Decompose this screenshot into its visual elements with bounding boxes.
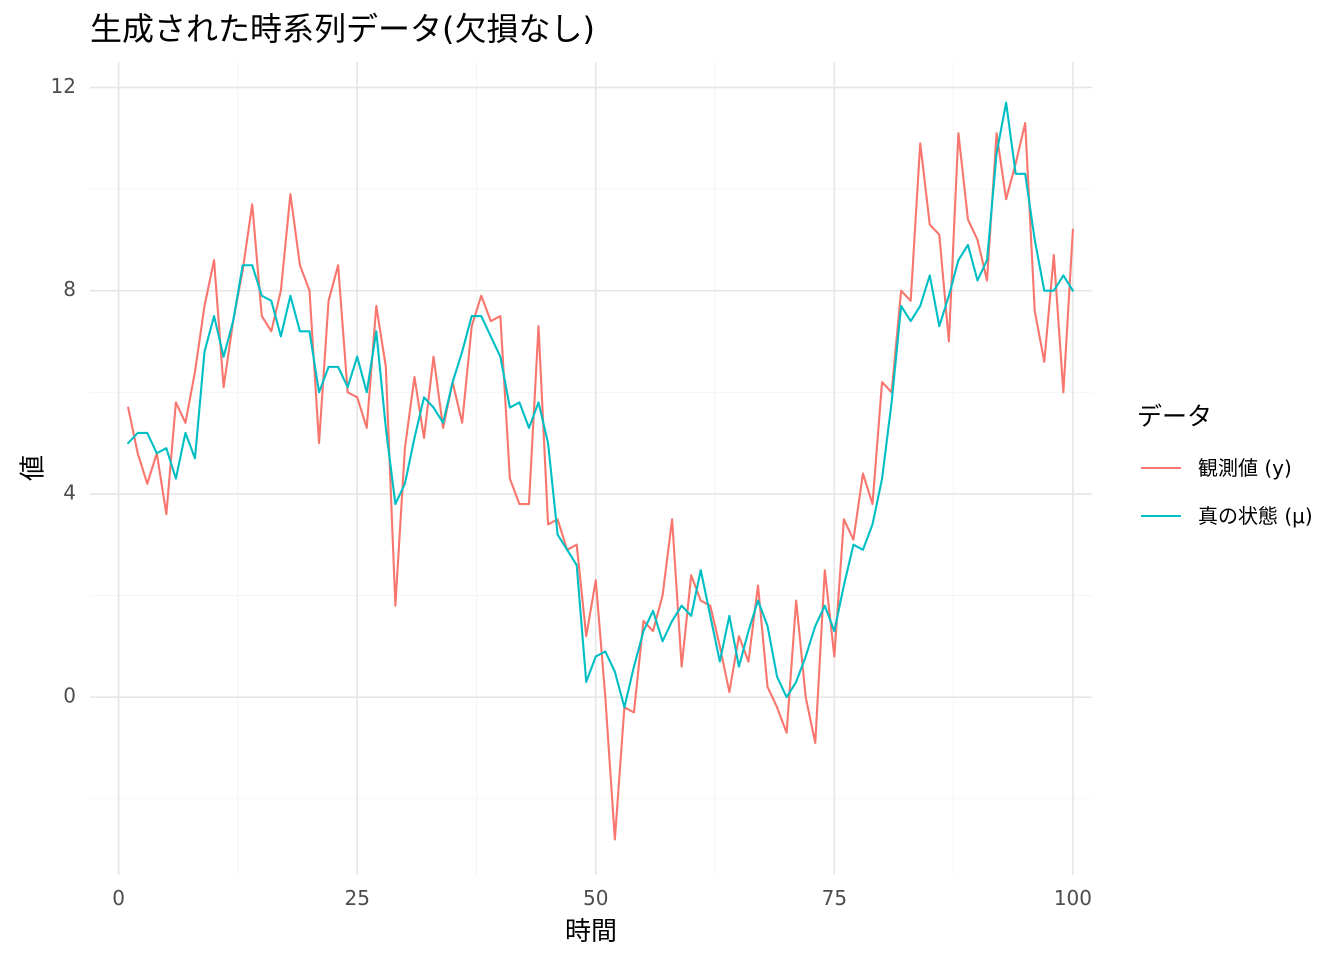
legend-label-1: 真の状態 (μ) xyxy=(1198,504,1313,528)
legend-items: 観測値 (y) 真の状態 (μ) xyxy=(1141,456,1313,528)
x-axis-title: 時間 xyxy=(565,917,617,947)
series-line-0 xyxy=(127,121,1074,841)
legend-label-0: 観測値 (y) xyxy=(1198,456,1292,480)
series-layer xyxy=(127,101,1074,841)
x-tick-label: 0 xyxy=(112,886,125,910)
y-tick-label: 8 xyxy=(63,277,76,301)
y-axis-tick-labels: 0 4 8 12 xyxy=(51,74,76,708)
x-tick-label: 75 xyxy=(822,886,847,910)
y-tick-label: 12 xyxy=(51,74,76,98)
x-tick-label: 50 xyxy=(583,886,608,910)
x-tick-label: 25 xyxy=(344,886,369,910)
series-line-1 xyxy=(127,101,1074,709)
x-axis-tick-labels: 0 25 50 75 100 xyxy=(112,886,1092,910)
y-axis-title: 値 xyxy=(19,455,49,481)
y-tick-label: 4 xyxy=(63,480,76,504)
x-tick-label: 100 xyxy=(1054,886,1092,910)
chart-title: 生成された時系列データ(欠損なし) xyxy=(90,10,595,48)
grid-layer xyxy=(90,62,1092,875)
y-tick-label: 0 xyxy=(63,684,76,708)
legend-title: データ xyxy=(1137,402,1212,431)
legend: データ 観測値 (y) 真の状態 (μ) xyxy=(1137,402,1313,528)
